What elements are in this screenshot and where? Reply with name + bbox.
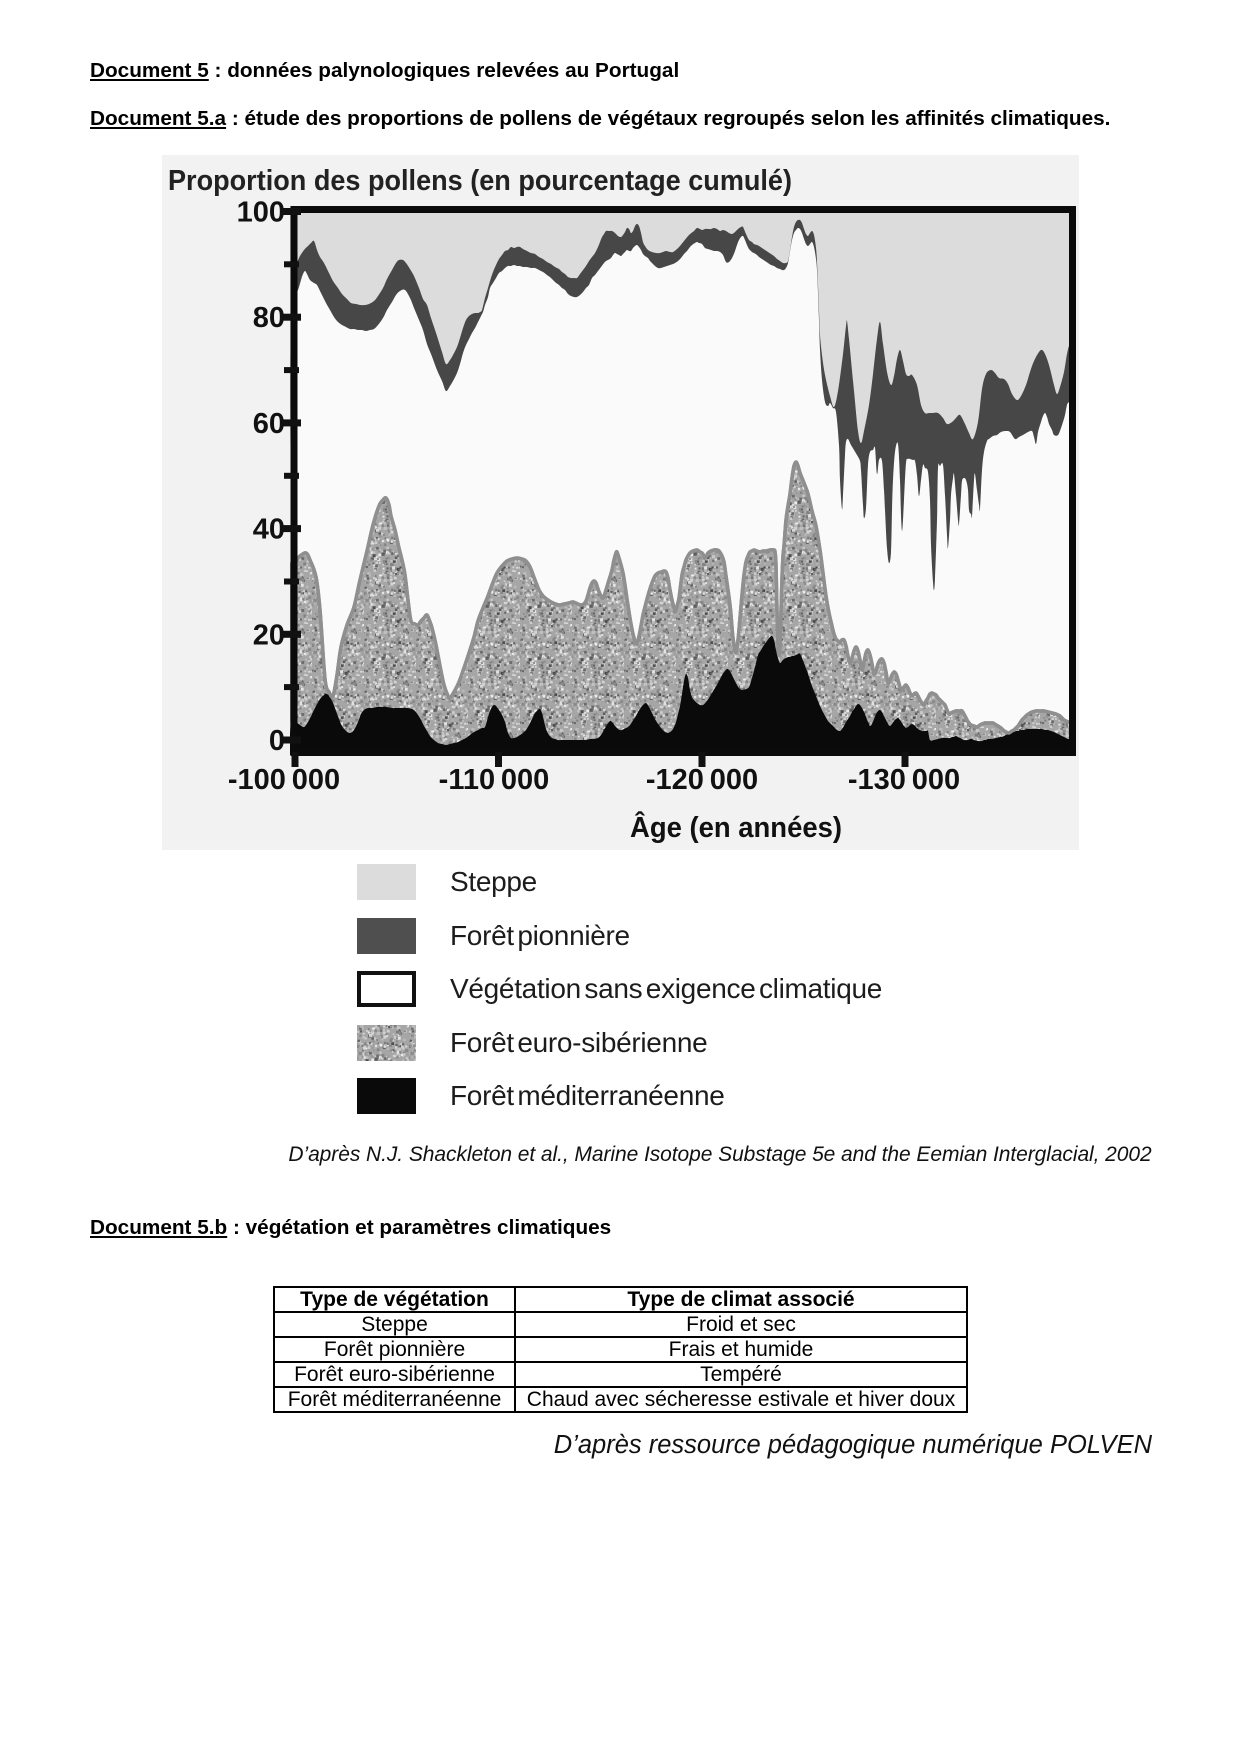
svg-text:0: 0 (269, 725, 285, 757)
svg-text:-120 000: -120 000 (646, 764, 758, 796)
svg-text:-100 000: -100 000 (228, 764, 340, 796)
svg-text:60: 60 (253, 408, 285, 440)
svg-text:Âge (en années): Âge (en années) (630, 810, 842, 844)
svg-text:20: 20 (253, 619, 285, 651)
svg-text:100: 100 (237, 197, 285, 229)
svg-text:-110 000: -110 000 (439, 764, 550, 796)
svg-text:40: 40 (253, 514, 285, 546)
svg-text:80: 80 (253, 302, 285, 334)
svg-text:-130 000: -130 000 (848, 764, 960, 796)
svg-text:Proportion des pollens (en pou: Proportion des pollens (en pourcentage c… (168, 165, 792, 197)
